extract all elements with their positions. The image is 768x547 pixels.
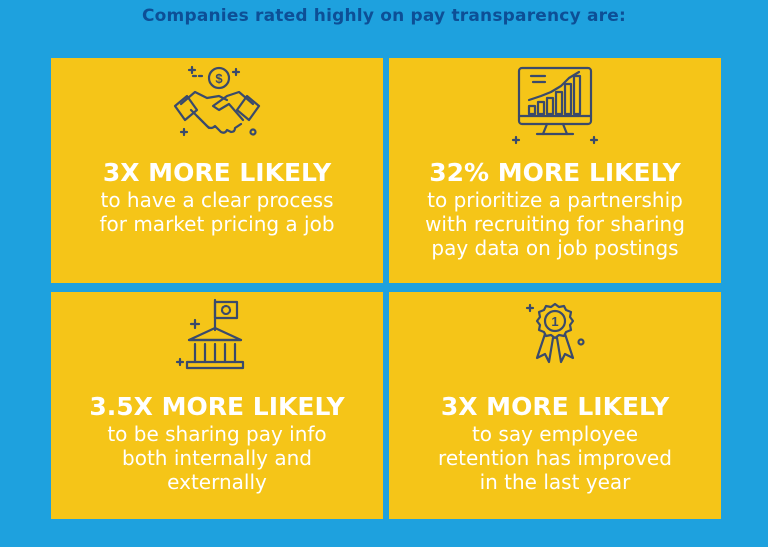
stat-description: to be sharing pay info both internally a… xyxy=(107,422,327,494)
stat-headline: 3X MORE LIKELY xyxy=(102,158,332,187)
stat-description: to say employee retention has improved i… xyxy=(438,422,672,494)
stat-headline: 3.5X MORE LIKELY xyxy=(89,392,345,421)
svg-text:$: $ xyxy=(215,71,223,86)
stat-card-sharing-pay-info: 3.5X MORE LIKELY to be sharing pay info … xyxy=(51,292,383,519)
award-ribbon-icon: 1 xyxy=(389,292,721,380)
stat-headline: 32% MORE LIKELY xyxy=(429,158,681,187)
svg-text:1: 1 xyxy=(551,314,558,329)
stat-headline: 3X MORE LIKELY xyxy=(440,392,670,421)
stat-card-market-pricing: $ 3X MORE LIKELY to have a clear process… xyxy=(51,58,383,283)
stat-description: to have a clear process for market prici… xyxy=(99,188,335,236)
stat-card-employee-retention: 1 3X MORE LIKELY to say employee retenti… xyxy=(389,292,721,519)
page-title: Companies rated highly on pay transparen… xyxy=(142,6,626,26)
handshake-dollar-icon: $ xyxy=(51,58,383,146)
monitor-bar-chart-icon xyxy=(389,58,721,146)
building-flag-icon xyxy=(51,292,383,380)
stat-card-recruiting-partnership: 32% MORE LIKELY to prioritize a partners… xyxy=(389,58,721,283)
stat-description: to prioritize a partnership with recruit… xyxy=(425,188,685,260)
